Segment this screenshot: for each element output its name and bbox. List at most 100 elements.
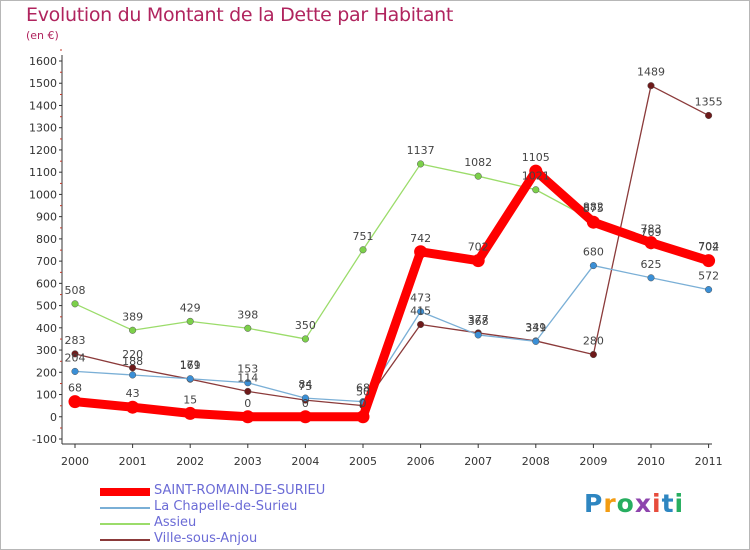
series-1-point [186,375,194,383]
series-3-data-label: 1355 [695,95,723,108]
proxiti-logo: Proxiti [584,489,684,518]
series-2-point [532,186,540,194]
y-tick-label: 1300 [29,122,57,135]
series-0-data-label: 783 [641,223,662,236]
series-2-data-label: 389 [122,310,143,323]
chart-axes: -100010020030040050060070080090010001100… [29,49,723,468]
series-0-point [298,410,312,424]
series-3-data-label: 114 [237,371,258,384]
legend-item-ville-sous-anjou[interactable]: Ville-sous-Anjou [100,531,420,548]
series-1-point [129,371,137,379]
series-1-point [301,394,309,402]
y-tick-label: 100 [36,389,57,402]
y-tick-label: 900 [36,211,57,224]
series-1 [71,262,713,406]
series-1-point [244,379,252,387]
chart-subtitle: (en €) [26,29,59,42]
series-0-point [471,254,485,268]
x-tick-label: 2008 [522,455,550,468]
series-2-data-label: 751 [353,230,374,243]
series-1-data-label: 368 [468,315,489,328]
series-1-data-label: 171 [180,359,201,372]
series-1-data-label: 572 [698,270,719,283]
series-0-data-label: 702 [468,241,489,254]
series-3-data-label: 169 [180,359,201,372]
series-1-point [474,331,482,339]
y-tick-label: 1000 [29,188,57,201]
series-1-point [71,367,79,375]
x-tick-label: 2001 [119,455,147,468]
legend-label-saint-romain: SAINT-ROMAIN-DE-SURIEU [154,483,326,498]
x-tick-label: 2003 [234,455,262,468]
series-3-data-label: 75 [298,380,312,393]
series-0 [68,164,716,424]
x-tick-label: 2000 [61,455,89,468]
series-1-point [589,262,597,270]
series-0-data-label: 43 [126,387,140,400]
series-3-point [71,350,79,358]
legend-item-la-chapelle[interactable]: La Chapelle-de-Surieu [100,499,420,516]
legend-swatch-la-chapelle [100,507,150,509]
series-2-data-label: 350 [295,319,316,332]
y-tick-label: 600 [36,277,57,290]
legend-label-assieu: Assieu [154,515,197,530]
series-0-line [70,166,714,422]
series-0-data-label: 0 [302,397,309,410]
series-0-point [702,254,716,268]
series-1-point [647,274,655,282]
series-3-data-label: 220 [122,348,143,361]
series-3-point [589,350,597,359]
series-2-point [244,324,252,332]
y-tick-label: 800 [36,233,57,246]
series-2-data-label: 508 [65,284,86,297]
series-0-point [183,406,197,420]
legend-swatch-saint-romain [100,488,150,496]
series-3 [71,82,713,410]
series-0-point [414,245,428,259]
x-tick-label: 2009 [579,455,607,468]
y-tick-label: 1200 [29,144,57,157]
series-2-point [71,300,79,308]
series-0-point [586,215,600,229]
x-tick-label: 2010 [637,455,665,468]
series-3-point [417,320,425,329]
series-1-data-label: 188 [122,355,143,368]
x-tick-label: 2002 [176,455,204,468]
series-2-point [474,172,482,180]
y-tick-label: 1500 [29,77,57,90]
series-3-point [647,82,655,90]
series-1-point [417,308,425,316]
legend-swatch-ville-sous-anjou [100,539,150,541]
series-3-data-label: 1489 [637,66,665,79]
logo-letter: o [616,489,635,518]
series-3-data-label: 415 [410,304,431,317]
series-1-data-label: 204 [65,351,86,364]
series-1-data-label: 473 [410,292,431,305]
x-tick-label: 2007 [464,455,492,468]
series-0-data-label: 0 [360,397,367,410]
legend-item-assieu[interactable]: Assieu [100,515,420,532]
x-tick-label: 2011 [695,455,723,468]
y-tick-label: 200 [36,366,57,379]
legend-label-ville-sous-anjou: Ville-sous-Anjou [154,531,258,546]
x-tick-label: 2005 [349,455,377,468]
series-0-data-label: 702 [698,241,719,254]
series-1-point [532,337,540,345]
series-0-data-label: 68 [68,382,82,395]
series-2-data-label: 769 [641,226,662,239]
series-2-data-label: 1082 [464,156,492,169]
legend-item-saint-romain[interactable]: SAINT-ROMAIN-DE-SURIEU [100,483,420,500]
series-0-point [644,236,658,250]
series-2-point [129,326,137,334]
chart-data-labels: 283 220 169 114 75 50 415 377 341 280 1489 1355 204 1… [65,66,723,410]
series-1-point [705,286,713,294]
x-tick-label: 2006 [407,455,435,468]
series-2-data-label: 704 [698,240,719,253]
series-2-data-label: 429 [180,301,201,314]
series-0-point [241,410,255,424]
series-1-data-label: 625 [641,258,662,271]
y-tick-label: -100 [32,433,57,446]
series-0-data-label: 15 [183,393,197,406]
legend-label-la-chapelle: La Chapelle-de-Surieu [154,499,298,514]
